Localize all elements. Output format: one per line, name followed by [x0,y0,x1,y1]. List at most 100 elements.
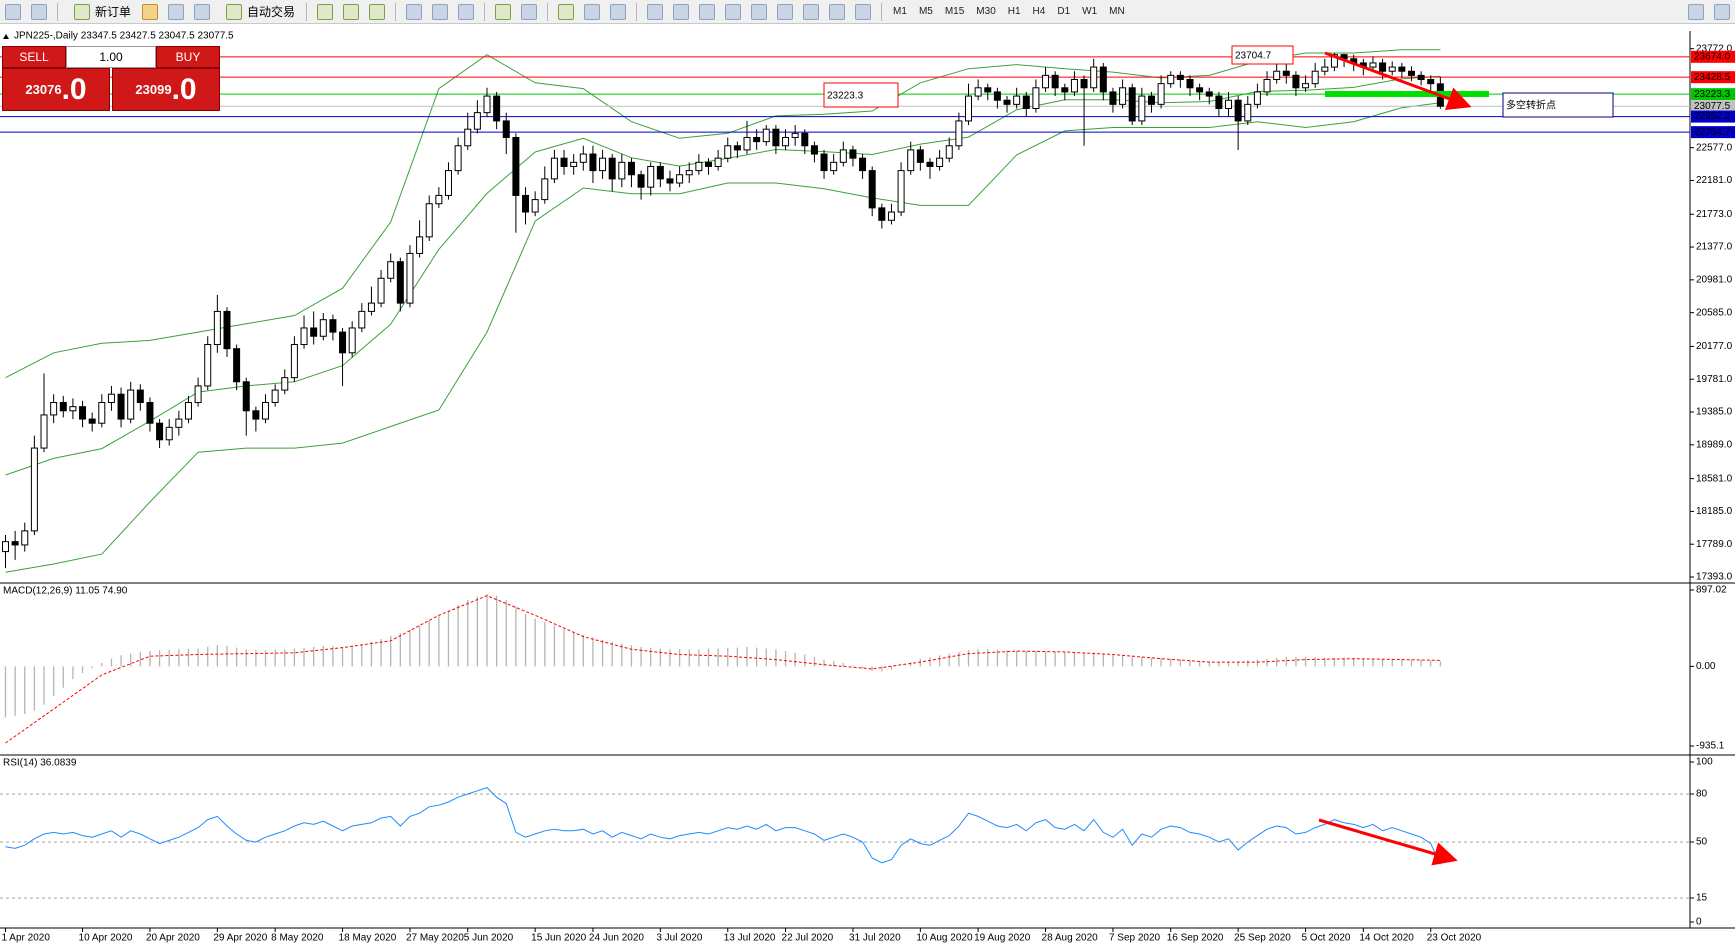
x-tick-label: 20 Apr 2020 [146,933,200,944]
icon[interactable] [725,3,742,20]
icon[interactable] [194,3,211,20]
timeframe[interactable]: M15 [944,6,965,17]
icon[interactable] [31,3,47,20]
candle-body [887,211,895,221]
rsi-tick-label: 80 [1696,789,1708,800]
icon[interactable] [803,3,820,20]
icon[interactable] [855,3,872,20]
icon[interactable] [495,3,512,20]
icon[interactable] [521,3,538,20]
candle-body [223,310,231,350]
level-box [1691,71,1735,84]
candle-body [396,261,404,304]
icon[interactable] [343,3,360,20]
candle-body [444,170,452,196]
timeframe[interactable]: W1 [1082,6,1098,17]
icon[interactable] [673,3,690,20]
icon[interactable] [432,3,449,20]
icon[interactable] [829,3,846,20]
candle-body [271,389,279,404]
title-triangle [3,34,9,39]
candle-body [993,91,1001,101]
candle-body [348,327,356,354]
candle-body [165,426,173,441]
x-tick-label: 5 Jun 2020 [464,933,514,944]
icon[interactable] [458,3,475,20]
timeframe[interactable]: D1 [1057,6,1071,17]
candle-body [387,261,395,279]
icon[interactable] [5,3,21,20]
candle-body [859,157,867,172]
new-order-button[interactable]: 新订单 [69,3,131,20]
icon[interactable] [751,3,768,20]
timeframe[interactable]: M30 [976,6,996,17]
price-tick-label: 19385.0 [1696,407,1733,418]
buy-button[interactable]: BUY [156,46,220,68]
x-tick-label: 23 Oct 2020 [1427,933,1482,944]
ask-price[interactable]: 23099.0 [112,68,220,111]
candle-body [1032,87,1040,109]
macd-tick-label: -935.1 [1696,741,1725,752]
icon[interactable] [584,3,601,20]
candle-body [1013,95,1021,105]
icon[interactable] [168,3,185,20]
separator [484,2,486,21]
chat-icon[interactable] [1714,3,1730,20]
icon[interactable] [369,3,386,20]
bid-fraction: .0 [61,72,87,106]
candle-body [589,153,597,172]
candle-body [772,128,780,147]
candle-body [974,87,982,97]
icon[interactable] [610,3,627,20]
bollinger-upper [5,49,1441,379]
level-label: 23674.0 [1694,51,1731,62]
macd-panel [4,594,1442,744]
x-tick-label: 16 Sep 2020 [1167,933,1224,944]
candle-body [1398,66,1406,72]
candle-body [1176,74,1184,81]
price-tick-label: 20981.0 [1696,274,1733,285]
candle-body [213,310,221,346]
x-tick-label: 22 Jul 2020 [782,933,834,944]
bid-price[interactable]: 23076.0 [2,68,110,111]
icon[interactable] [647,3,664,20]
level-box [1691,100,1735,113]
x-tick-label: 19 Aug 2020 [974,933,1031,944]
x-tick-label: 15 Jun 2020 [531,933,586,944]
candle-body [1022,95,1030,109]
search-icon[interactable] [1688,3,1704,20]
candle-body [907,149,915,172]
icon[interactable] [317,3,334,20]
sell-button[interactable]: SELL [2,46,66,68]
price-tick-label: 20585.0 [1696,307,1733,318]
timeframe[interactable]: H4 [1032,6,1046,17]
candle-body [156,422,164,441]
icon[interactable] [558,3,575,20]
icon[interactable] [406,3,423,20]
ask-fraction: .0 [171,72,197,106]
lot-input[interactable]: 1.00 [66,46,156,68]
level-label: 22764.7 [1694,127,1731,138]
toolbar: 新订单 自动交易 M1 M5 M15 M30 H1 H4 D1 W1 MN [0,0,1735,24]
timeframe[interactable]: MN [1109,6,1125,17]
timeframe[interactable]: H1 [1007,6,1021,17]
candle-body [984,87,992,93]
candle-body [1311,70,1319,85]
icon[interactable] [777,3,794,20]
candle-body [1119,87,1127,105]
icon[interactable] [699,3,716,20]
candle-body [714,157,722,167]
candle-body [704,161,712,167]
candle-body [493,95,501,122]
annotations: 23704.7 23223.3 多空转折点 [823,45,1614,866]
timeframe[interactable]: M5 [918,6,933,17]
timeframe[interactable]: M1 [893,6,907,17]
icon[interactable] [142,3,159,20]
candle-body [762,128,770,143]
candle-body [579,153,587,163]
candle-body [1215,95,1223,109]
candle-body [184,402,192,420]
candle-body [820,153,828,172]
auto-trade-button[interactable]: 自动交易 [221,3,295,20]
candle-body [464,128,472,147]
